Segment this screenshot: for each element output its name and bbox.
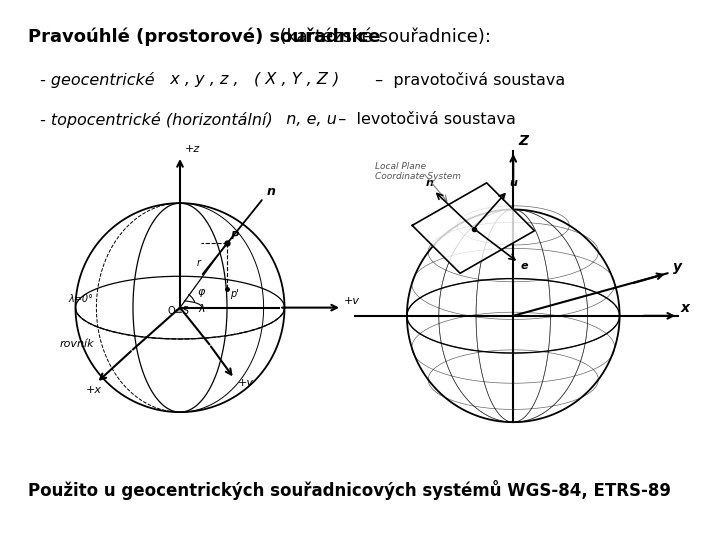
Text: x: x [680, 301, 689, 315]
Text: - geocentrické: - geocentrické [40, 72, 155, 88]
Text: y: y [672, 260, 682, 274]
Text: –  pravotočivá soustava: – pravotočivá soustava [370, 72, 565, 88]
Text: Pravoúhlé (prostorové) souřadnice: Pravoúhlé (prostorové) souřadnice [28, 28, 380, 46]
Text: rovník: rovník [60, 339, 94, 349]
Text: +x: +x [86, 386, 102, 395]
Text: –  levotočivá soustava: – levotočivá soustava [328, 112, 516, 127]
Text: Použito u geocentrických souřadnicových systémů WGS-84, ETRS-89: Použito u geocentrických souřadnicových … [28, 480, 671, 500]
Polygon shape [412, 183, 534, 273]
Text: n, e, u: n, e, u [276, 112, 337, 127]
Text: +y: +y [238, 378, 253, 388]
Text: (kartézské souřadnice):: (kartézské souřadnice): [268, 28, 491, 46]
Text: n: n [426, 178, 434, 188]
Text: Local Plane
Coordinate System: Local Plane Coordinate System [375, 161, 461, 181]
Text: φ: φ [198, 287, 205, 297]
Text: +z: +z [185, 144, 200, 154]
Text: u: u [509, 178, 517, 188]
Text: λ: λ [199, 304, 205, 314]
Text: p': p' [230, 289, 239, 299]
Text: r: r [197, 258, 201, 268]
Text: P: P [231, 231, 239, 241]
Text: +v: +v [344, 295, 360, 306]
Text: Z: Z [518, 134, 528, 148]
Text: x , y , z ,   ( X , Y , Z ): x , y , z , ( X , Y , Z ) [160, 72, 339, 87]
Text: O≡S: O≡S [168, 306, 189, 316]
Text: n: n [266, 185, 276, 198]
Text: - topocentrické (horizontální): - topocentrické (horizontální) [40, 112, 273, 128]
Text: e: e [521, 261, 528, 271]
Text: λ=0°: λ=0° [68, 294, 93, 305]
